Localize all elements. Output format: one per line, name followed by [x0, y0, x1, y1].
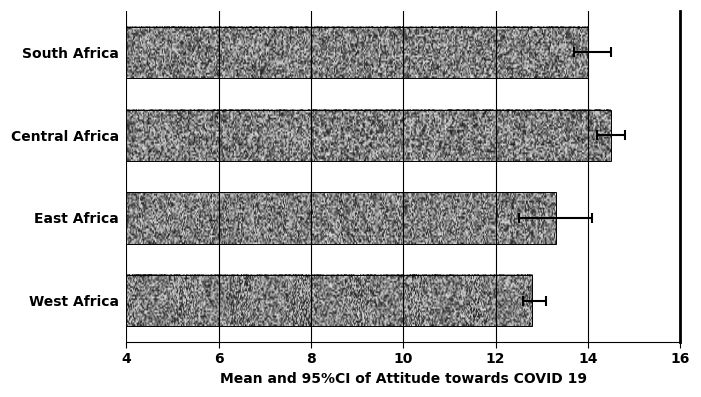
- Bar: [126, 192, 556, 243]
- X-axis label: Mean and 95%CI of Attitude towards COVID 19: Mean and 95%CI of Attitude towards COVID…: [219, 372, 587, 386]
- Bar: [126, 275, 533, 326]
- Bar: [126, 110, 611, 161]
- Bar: [126, 27, 588, 78]
